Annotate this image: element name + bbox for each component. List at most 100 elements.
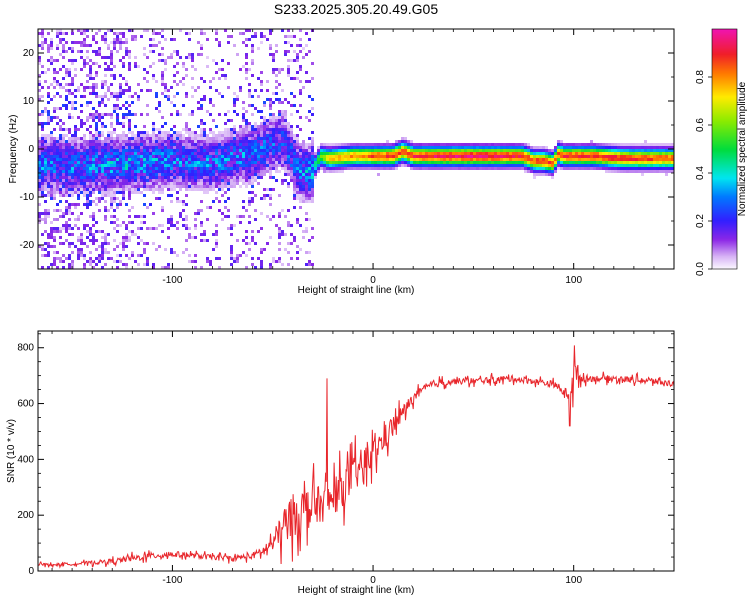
- spectrogram-cell: [182, 161, 185, 164]
- spectrogram-cell: [104, 233, 107, 236]
- spectrogram-cell: [59, 215, 62, 218]
- spectrogram-cell: [641, 167, 644, 170]
- spectrogram-cell: [83, 140, 86, 143]
- spectrogram-cell: [77, 188, 80, 191]
- spectrogram-cell: [311, 179, 314, 182]
- spectrogram-cell: [293, 50, 296, 53]
- spectrogram-cell: [185, 188, 188, 191]
- spectrogram-cell: [122, 161, 125, 164]
- spectrogram-cell: [215, 143, 218, 146]
- spectrogram-cell: [104, 140, 107, 143]
- spectrogram-cell: [101, 80, 104, 83]
- spectrogram-cell: [428, 143, 431, 146]
- spectrogram-cell: [164, 137, 167, 140]
- spectrogram-cell: [221, 149, 224, 152]
- spectrogram-cell: [53, 95, 56, 98]
- colorbar-step: [712, 103, 737, 106]
- spectrogram-cell: [251, 179, 254, 182]
- spectrogram-cell: [254, 158, 257, 161]
- spectrogram-cell: [86, 86, 89, 89]
- spectrogram-cell: [254, 131, 257, 134]
- spectrogram-cell: [179, 188, 182, 191]
- spectrogram-cell: [284, 170, 287, 173]
- spectrogram-cell: [137, 227, 140, 230]
- spectrogram-cell: [290, 143, 293, 146]
- spectrogram-cell: [215, 137, 218, 140]
- spectrogram-cell: [221, 59, 224, 62]
- spectrogram-cell: [98, 119, 101, 122]
- spectrogram-cell: [65, 173, 68, 176]
- spectrogram-cell: [164, 155, 167, 158]
- spectrogram-cell: [299, 68, 302, 71]
- spectrogram-cell: [614, 155, 617, 158]
- spectrogram-cell: [263, 101, 266, 104]
- spectrogram-cell: [191, 155, 194, 158]
- spectrogram-cell: [113, 164, 116, 167]
- spectrogram-cell: [317, 161, 320, 164]
- spectrogram-cell: [647, 158, 650, 161]
- spectrogram-cell: [311, 263, 314, 266]
- spectrogram-cell: [203, 95, 206, 98]
- spectrogram-cell: [221, 155, 224, 158]
- spectrogram-cell: [488, 152, 491, 155]
- spectrogram-cell: [62, 170, 65, 173]
- spectrogram-cell: [284, 233, 287, 236]
- spectrogram-cell: [62, 182, 65, 185]
- spectrogram-cell: [206, 173, 209, 176]
- spectrogram-cell: [41, 194, 44, 197]
- spectrogram-cell: [464, 161, 467, 164]
- spectrogram-cell: [305, 32, 308, 35]
- spectrogram-cell: [299, 65, 302, 68]
- spectrogram-cell: [401, 164, 404, 167]
- spectrogram-cell: [410, 164, 413, 167]
- spectrogram-cell: [128, 128, 131, 131]
- spectrogram-cell: [320, 146, 323, 149]
- spectrogram-cell: [248, 134, 251, 137]
- spectrogram-cell: [314, 155, 317, 158]
- spectrogram-cell: [149, 38, 152, 41]
- spectrogram-cell: [44, 146, 47, 149]
- spectrogram-cell: [290, 158, 293, 161]
- spectrogram-cell: [263, 122, 266, 125]
- spectrogram-cell: [212, 140, 215, 143]
- spectrogram-cell: [98, 149, 101, 152]
- spectrogram-cell: [158, 170, 161, 173]
- spectrogram-cell: [116, 98, 119, 101]
- spectrogram-cell: [206, 137, 209, 140]
- spectrogram-cell: [617, 170, 620, 173]
- spectrogram-cell: [623, 161, 626, 164]
- spectrogram-cell: [194, 170, 197, 173]
- spectrogram-cell: [266, 125, 269, 128]
- spectrogram-cell: [134, 170, 137, 173]
- spectrogram-cell: [293, 191, 296, 194]
- colorbar-step: [712, 121, 737, 124]
- spectrogram-cell: [584, 164, 587, 167]
- spectrogram-cell: [50, 131, 53, 134]
- spectrogram-cell: [86, 224, 89, 227]
- spectrogram-cell: [152, 152, 155, 155]
- spectrogram-cell: [80, 212, 83, 215]
- colorbar-label: Normalized spectral amplitude: [737, 81, 748, 216]
- spectrogram-cell: [245, 161, 248, 164]
- spectrogram-cell: [362, 143, 365, 146]
- spectrogram-cell: [287, 128, 290, 131]
- spectrogram-cell: [302, 191, 305, 194]
- spectrogram-cell: [560, 140, 563, 143]
- spectrogram-cell: [533, 167, 536, 170]
- spectrogram-cell: [467, 146, 470, 149]
- spectrogram-cell: [386, 149, 389, 152]
- spectrogram-cell: [260, 83, 263, 86]
- spectrogram-cell: [188, 260, 191, 263]
- spectrogram-cell: [524, 143, 527, 146]
- spectrogram-cell: [293, 161, 296, 164]
- spectrogram-cell: [44, 212, 47, 215]
- spectrogram-cell: [218, 170, 221, 173]
- colorbar-step: [712, 67, 737, 70]
- spectrogram-cell: [668, 164, 671, 167]
- spectrogram-cell: [176, 137, 179, 140]
- spectrogram-cell: [170, 224, 173, 227]
- spectrogram-cell: [83, 158, 86, 161]
- spectrogram-cell: [110, 62, 113, 65]
- spectrogram-cell: [656, 146, 659, 149]
- spectrogram-cell: [380, 155, 383, 158]
